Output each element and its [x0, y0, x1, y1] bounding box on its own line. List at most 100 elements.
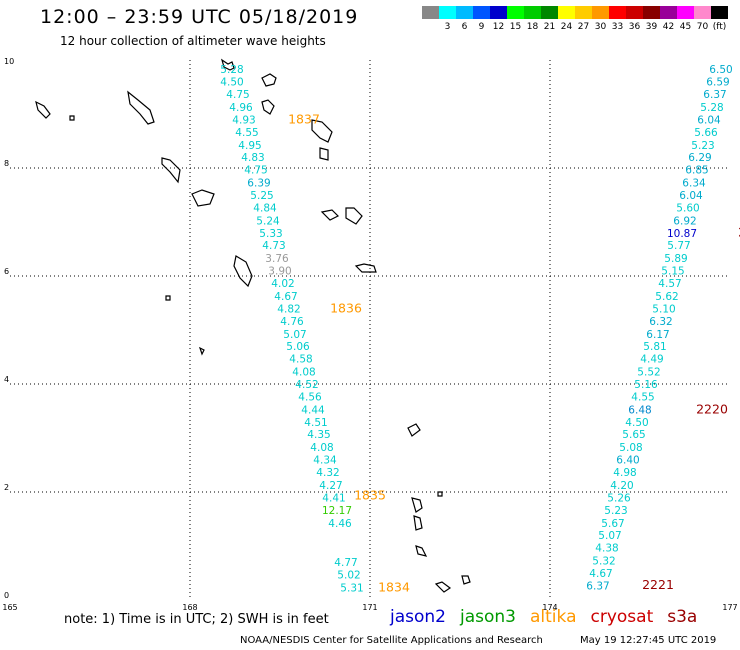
- scale-swatch: 6: [456, 6, 473, 32]
- island-shape: [437, 491, 443, 497]
- island-shape: [311, 119, 333, 143]
- scale-swatch-label: 24: [560, 22, 573, 32]
- wave-height-point: 4.75: [226, 89, 249, 101]
- wave-height-point: 4.76: [280, 316, 304, 328]
- x-tick-label: 177: [722, 603, 737, 612]
- satellite-legend-item: cryosat: [590, 607, 654, 627]
- pass-time-label: 1834: [378, 580, 410, 595]
- scale-swatch-color: [473, 6, 490, 19]
- scale-swatch-label: 6: [461, 22, 468, 32]
- scale-swatch: 21: [541, 6, 558, 32]
- y-tick-label: 2: [4, 483, 9, 492]
- wave-height-point: 5.07: [598, 530, 621, 542]
- generated-timestamp: May 19 12:27:45 UTC 2019: [580, 635, 717, 646]
- wave-height-point: 4.50: [625, 417, 648, 429]
- wave-height-point: 3.76: [265, 253, 289, 265]
- satellite-legend-item: jason3: [460, 607, 516, 627]
- wave-height-point: 5.06: [286, 341, 310, 353]
- island-shape: [261, 73, 277, 87]
- scale-swatch-label: 21: [543, 22, 556, 32]
- satellite-legend-item: jason2: [390, 607, 446, 627]
- wave-height-point: 4.55: [631, 391, 654, 403]
- scale-swatch-label: 18: [526, 22, 539, 32]
- wave-height-point: 5.07: [283, 329, 306, 341]
- island-shape: [35, 100, 51, 119]
- wave-height-point: 5.28: [700, 102, 723, 114]
- scale-swatch-color: [677, 6, 694, 19]
- scale-swatch: 9: [473, 6, 490, 32]
- scale-swatch: 3: [439, 6, 456, 32]
- wave-height-point: 5.25: [250, 190, 273, 202]
- wave-height-point: 4.77: [334, 557, 357, 569]
- wave-height-point: 4.46: [328, 518, 352, 530]
- scale-swatch-color: [694, 6, 711, 19]
- scale-swatch-label: 45: [679, 22, 692, 32]
- wave-height-point: 6.59: [706, 77, 729, 89]
- scale-swatch: 70: [694, 6, 711, 32]
- wave-height-point: 4.34: [313, 455, 337, 467]
- scale-swatch: (ft): [711, 6, 728, 32]
- scale-swatch-color: [575, 6, 592, 19]
- wave-height-point: 3.90: [268, 266, 291, 278]
- wave-height-point: 4.96: [229, 102, 253, 114]
- scale-swatch-label: 33: [611, 22, 624, 32]
- wave-height-point: 4.35: [307, 429, 330, 441]
- wave-height-point: 5.15: [661, 266, 684, 278]
- island-shape: [411, 497, 423, 513]
- track-east: 6.506.596.375.286.045.665.236.296.856.34…: [586, 64, 740, 592]
- island-shape: [461, 575, 471, 585]
- wave-height-point: 6.40: [616, 455, 639, 467]
- wave-height-point: 4.84: [253, 202, 277, 214]
- wave-height-point: 6.37: [586, 580, 609, 592]
- scale-swatch: 45: [677, 6, 694, 32]
- wave-height-point: 4.20: [610, 480, 633, 492]
- wave-height-point: 6.39: [247, 178, 270, 190]
- wave-height-point: 5.65: [622, 429, 645, 441]
- x-tick-label: 165: [2, 603, 17, 612]
- wave-height-point: 6.04: [697, 114, 721, 126]
- scale-swatch: 12: [490, 6, 507, 32]
- scale-swatch-label: 3: [444, 22, 451, 32]
- wave-height-point: 5.28: [220, 64, 243, 76]
- wave-height-point: 4.95: [238, 140, 261, 152]
- track-west: 5.284.504.754.964.934.554.954.834.756.39…: [220, 64, 410, 594]
- wave-height-point: 6.48: [628, 404, 651, 416]
- wave-height-point: 6.17: [646, 329, 669, 341]
- wave-height-point: 5.24: [256, 215, 280, 227]
- island-shape: [233, 255, 253, 288]
- wave-height-point: 5.32: [592, 556, 615, 568]
- island-shape: [161, 157, 181, 184]
- scale-swatch-label: 15: [509, 22, 522, 32]
- island-shape: [165, 295, 171, 301]
- scale-swatch-label: 30: [594, 22, 607, 32]
- island-shape: [191, 189, 215, 207]
- wave-height-point: 4.38: [595, 543, 618, 555]
- wave-height-point: 5.23: [691, 140, 714, 152]
- grid-lines: [10, 60, 730, 600]
- wave-height-point: 4.08: [292, 367, 315, 379]
- island-shape: [434, 581, 452, 593]
- wave-height-point: 4.73: [262, 240, 285, 252]
- wave-height-point: 5.31: [340, 583, 363, 595]
- wave-height-point: 4.98: [613, 467, 636, 479]
- wave-height-point: 5.02: [337, 570, 360, 582]
- scale-swatch-label: 42: [662, 22, 675, 32]
- pass-time-label: 1835: [354, 488, 386, 503]
- scale-swatch-color: [592, 6, 609, 19]
- x-tick-label: 168: [182, 603, 197, 612]
- wave-height-point: 12.17: [322, 505, 352, 517]
- scale-swatch-color: [456, 6, 473, 19]
- wave-height-point: 5.10: [652, 303, 675, 315]
- wave-height-point: 5.62: [655, 291, 678, 303]
- page-subtitle: 12 hour collection of altimeter wave hei…: [60, 34, 326, 48]
- scale-swatch: 24: [558, 6, 575, 32]
- scale-swatch-color: [643, 6, 660, 19]
- wave-height-point: 4.67: [589, 568, 612, 580]
- island-shape: [407, 423, 421, 437]
- scale-swatch-label: 9: [478, 22, 485, 32]
- scale-swatch-color: [490, 6, 507, 19]
- wave-height-point: 4.82: [277, 303, 300, 315]
- color-scale-legend: 3 6 9 12 15 18 21 24 27 30 33 36 39 42 45 70 (ft): [422, 6, 728, 32]
- scale-swatch-color: [507, 6, 524, 19]
